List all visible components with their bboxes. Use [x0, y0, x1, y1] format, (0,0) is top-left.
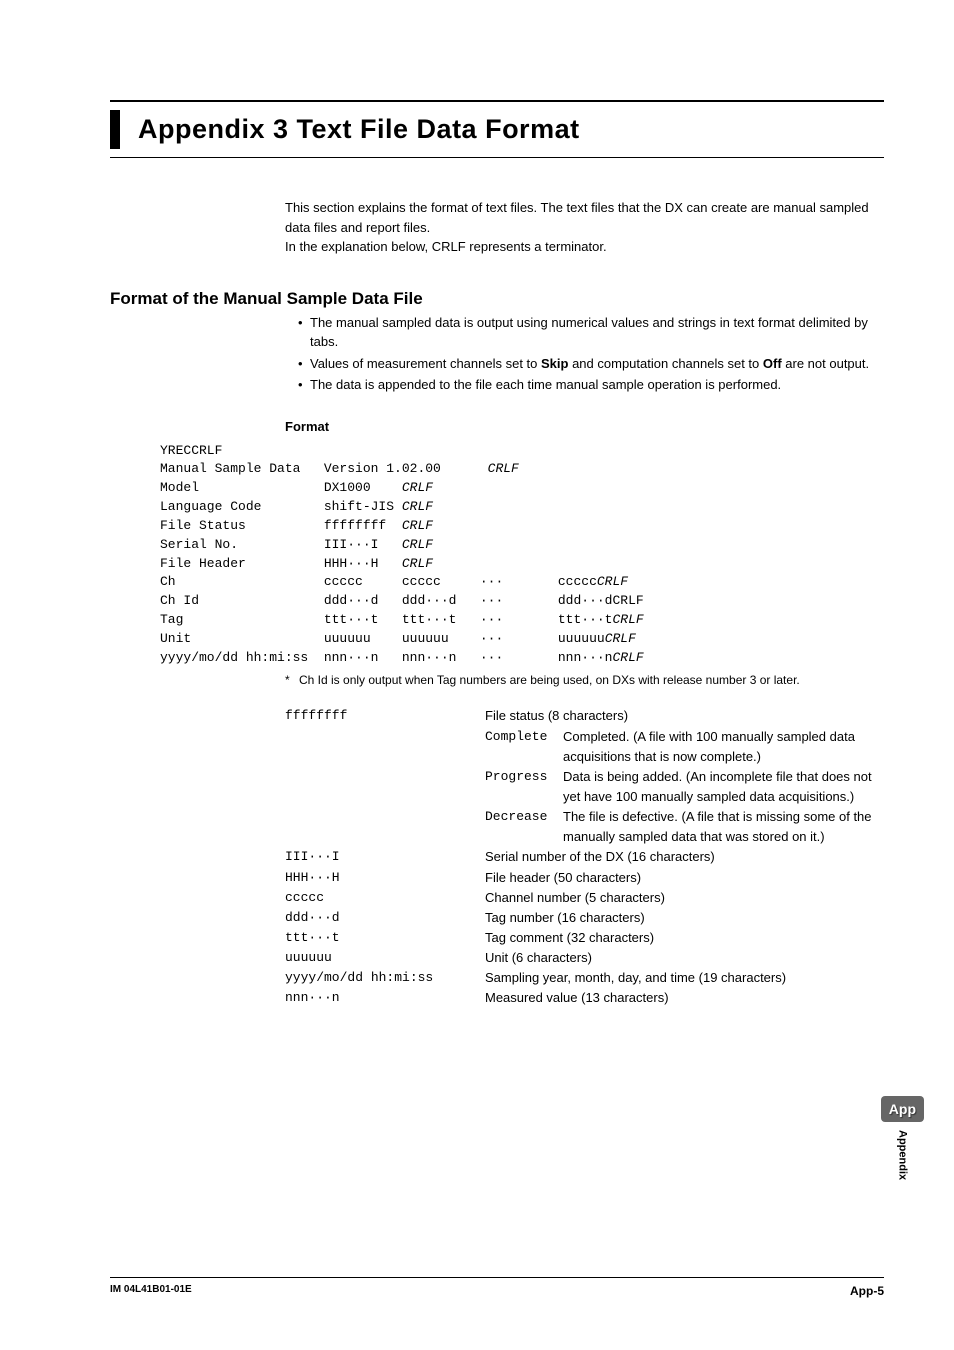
- definition-code: III···I: [285, 847, 485, 867]
- bullet-text: and computation channels set to: [568, 356, 762, 371]
- bullet-text: The manual sampled data is output using …: [310, 315, 868, 350]
- format-line: yyyy/mo/dd hh:mi:ss nnn···n nnn···n ··· …: [160, 649, 884, 668]
- definition-sub-desc: Data is being added. (An incomplete file…: [563, 767, 884, 807]
- intro-line-2: In the explanation below, CRLF represent…: [285, 237, 884, 257]
- definition-row: yyyy/mo/dd hh:mi:ssSampling year, month,…: [285, 968, 884, 988]
- footer-left: IM 04L41B01-01E: [110, 1284, 192, 1298]
- definition-subrow: CompleteCompleted. (A file with 100 manu…: [485, 727, 884, 767]
- definition-code: uuuuuu: [285, 948, 485, 968]
- definition-row: uuuuuuUnit (6 characters): [285, 948, 884, 968]
- bullet-text: are not output.: [782, 356, 869, 371]
- format-line: YRECCRLF: [160, 442, 884, 461]
- format-line: Model DX1000 CRLF: [160, 479, 884, 498]
- definition-code: yyyy/mo/dd hh:mi:ss: [285, 968, 485, 988]
- definition-sub-desc: Completed. (A file with 100 manually sam…: [563, 727, 884, 767]
- definitions: ffffffffFile status (8 characters)Comple…: [285, 706, 884, 1008]
- definition-desc: File status (8 characters): [485, 706, 884, 726]
- title-bar: [110, 110, 120, 149]
- definition-row: cccccChannel number (5 characters): [285, 888, 884, 908]
- definition-code: ffffffff: [285, 706, 485, 726]
- intro-text: This section explains the format of text…: [285, 198, 884, 257]
- format-heading: Format: [285, 419, 884, 434]
- definition-desc: Serial number of the DX (16 characters): [485, 847, 884, 867]
- asterisk: *: [285, 672, 290, 689]
- definition-code: ccccc: [285, 888, 485, 908]
- page-footer: IM 04L41B01-01E App-5: [110, 1277, 884, 1298]
- format-line: Manual Sample Data Version 1.02.00 CRLF: [160, 460, 884, 479]
- definition-row: III···ISerial number of the DX (16 chara…: [285, 847, 884, 867]
- definition-sub-code: Decrease: [485, 807, 563, 847]
- bold-text: Skip: [541, 356, 568, 371]
- definition-code: ttt···t: [285, 928, 485, 948]
- bold-text: Off: [763, 356, 782, 371]
- bullet-text: The data is appended to the file each ti…: [310, 377, 781, 392]
- footnote-text: Ch Id is only output when Tag numbers ar…: [299, 673, 800, 687]
- format-line: File Status ffffffff CRLF: [160, 517, 884, 536]
- title-block: Appendix 3 Text File Data Format: [110, 100, 884, 158]
- definition-code: HHH···H: [285, 868, 485, 888]
- definition-desc: Channel number (5 characters): [485, 888, 884, 908]
- definition-subrow: DecreaseThe file is defective. (A file t…: [485, 807, 884, 847]
- appendix-title: Appendix 3 Text File Data Format: [138, 110, 580, 149]
- format-line: Tag ttt···t ttt···t ··· ttt···tCRLF: [160, 611, 884, 630]
- definition-sub-desc: The file is defective. (A file that is m…: [563, 807, 884, 847]
- definition-code: ddd···d: [285, 908, 485, 928]
- intro-line-1: This section explains the format of text…: [285, 198, 884, 237]
- format-line: Language Code shift-JIS CRLF: [160, 498, 884, 517]
- format-line: Serial No. III···I CRLF: [160, 536, 884, 555]
- definition-sub-code: Progress: [485, 767, 563, 807]
- definition-sub-code: Complete: [485, 727, 563, 767]
- definition-desc: Sampling year, month, day, and time (19 …: [485, 968, 884, 988]
- bullet-item: Values of measurement channels set to Sk…: [298, 354, 884, 374]
- footnote: * Ch Id is only output when Tag numbers …: [285, 672, 884, 689]
- definition-desc: File header (50 characters): [485, 868, 884, 888]
- definition-subrow: ProgressData is being added. (An incompl…: [485, 767, 884, 807]
- format-block: YRECCRLFManual Sample Data Version 1.02.…: [160, 442, 884, 668]
- definition-desc: Tag number (16 characters): [485, 908, 884, 928]
- definition-desc: Unit (6 characters): [485, 948, 884, 968]
- definition-row: ddd···dTag number (16 characters): [285, 908, 884, 928]
- definition-code: nnn···n: [285, 988, 485, 1008]
- section-heading: Format of the Manual Sample Data File: [110, 289, 884, 309]
- definition-row: ffffffffFile status (8 characters): [285, 706, 884, 726]
- page-content: Appendix 3 Text File Data Format This se…: [0, 0, 954, 1009]
- definition-row: ttt···tTag comment (32 characters): [285, 928, 884, 948]
- format-line: Ch Id ddd···d ddd···d ··· ddd···dCRLF: [160, 592, 884, 611]
- bullet-text: Values of measurement channels set to: [310, 356, 541, 371]
- bullet-list: The manual sampled data is output using …: [298, 313, 884, 395]
- definition-desc: Measured value (13 characters): [485, 988, 884, 1008]
- definition-row: HHH···HFile header (50 characters): [285, 868, 884, 888]
- footer-right: App-5: [850, 1284, 884, 1298]
- tab-label: Appendix: [896, 1130, 908, 1180]
- side-tab: App Appendix: [881, 1096, 924, 1180]
- tab-badge: App: [881, 1096, 924, 1122]
- format-line: File Header HHH···H CRLF: [160, 555, 884, 574]
- bullet-item: The data is appended to the file each ti…: [298, 375, 884, 395]
- definition-desc: Tag comment (32 characters): [485, 928, 884, 948]
- definition-row: nnn···nMeasured value (13 characters): [285, 988, 884, 1008]
- bullet-item: The manual sampled data is output using …: [298, 313, 884, 352]
- format-line: Ch ccccc ccccc ··· cccccCRLF: [160, 573, 884, 592]
- format-line: Unit uuuuuu uuuuuu ··· uuuuuuCRLF: [160, 630, 884, 649]
